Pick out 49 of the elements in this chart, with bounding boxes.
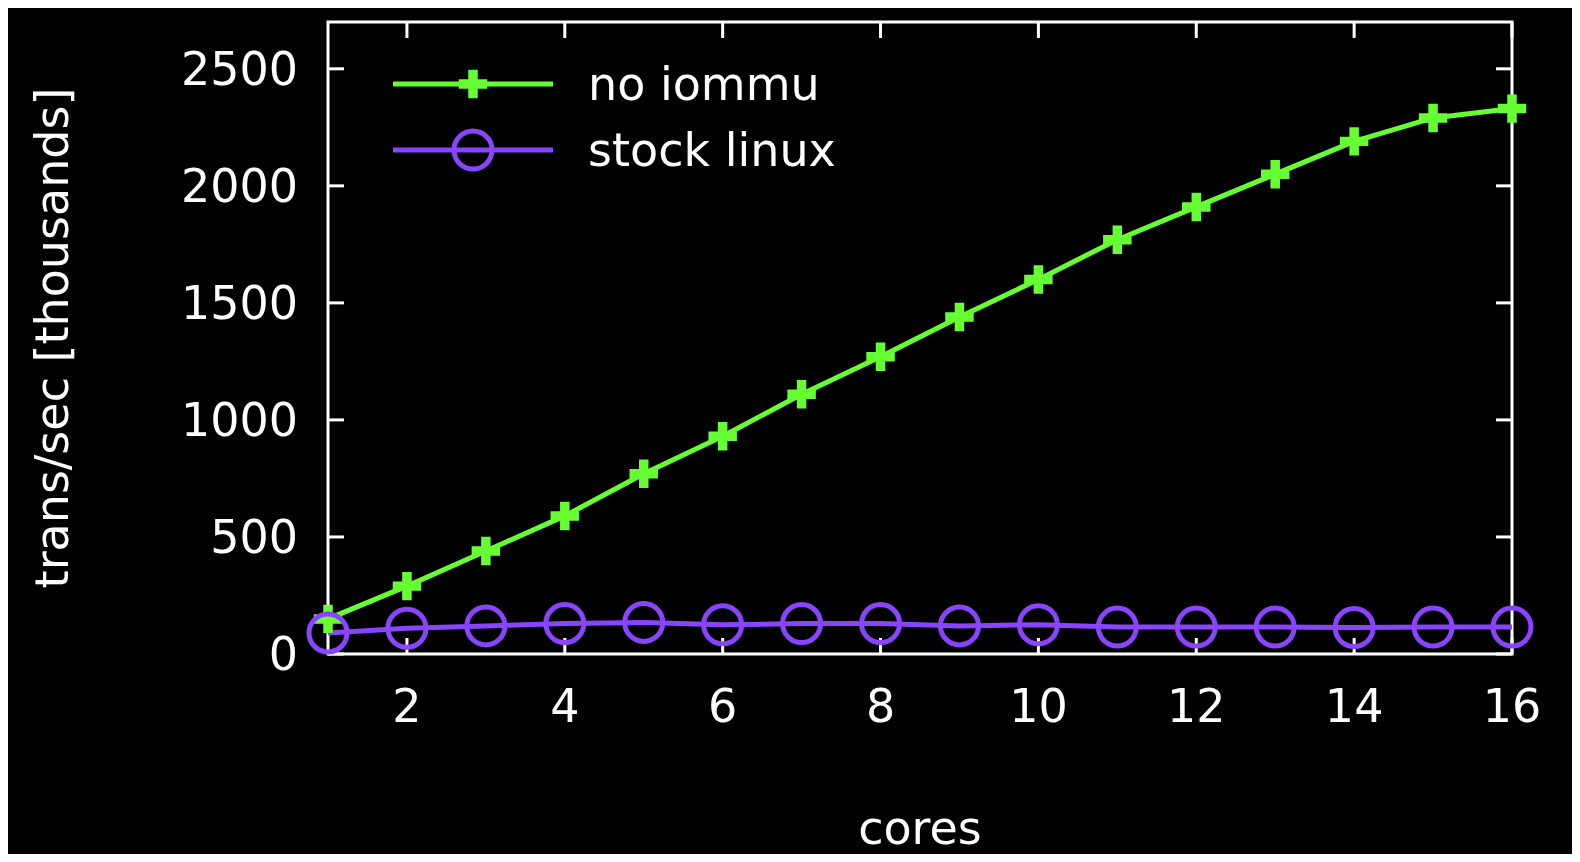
point	[471, 536, 501, 566]
point	[780, 602, 824, 646]
y-tick-label: 0	[268, 627, 298, 682]
y-tick-label: 1000	[180, 393, 298, 448]
point	[464, 604, 508, 648]
point	[1103, 225, 1132, 254]
y-tick-label: 500	[210, 510, 298, 565]
y-tick-label: 1500	[180, 275, 298, 330]
point	[866, 342, 895, 371]
x-tick-label: 10	[1009, 679, 1068, 733]
point	[708, 422, 737, 451]
x-tick-label: 4	[550, 679, 580, 733]
x-tick-label: 14	[1324, 679, 1384, 733]
point	[945, 302, 974, 332]
legend-label: stock linux	[588, 123, 836, 178]
point	[1016, 603, 1060, 647]
y-axis-title: trans/sec [thousands]	[25, 87, 79, 589]
point	[1174, 605, 1218, 649]
point	[1497, 94, 1527, 123]
x-tick-label: 8	[865, 679, 896, 733]
point	[543, 602, 587, 646]
point	[1095, 605, 1139, 649]
point	[859, 602, 903, 646]
x-axis-title: cores	[858, 801, 982, 855]
point	[385, 606, 429, 650]
y-tick-label: 2500	[180, 41, 298, 96]
point	[306, 611, 350, 655]
x-tick-label: 6	[708, 679, 738, 733]
point	[1182, 192, 1211, 222]
point	[1260, 159, 1290, 189]
point	[392, 571, 422, 601]
point	[1490, 605, 1534, 649]
point	[1339, 127, 1369, 156]
point	[701, 603, 745, 647]
y-tick-label: 2000	[180, 158, 298, 213]
x-tick-label: 16	[1482, 679, 1542, 733]
point	[629, 459, 658, 488]
x-tick-label: 2	[392, 679, 422, 733]
point	[550, 501, 580, 531]
legend-label: no iommu	[588, 57, 820, 112]
point	[1418, 103, 1448, 133]
point	[1024, 265, 1053, 294]
point	[1253, 605, 1297, 649]
point	[622, 600, 666, 644]
point	[1332, 606, 1376, 650]
x-tick-label: 12	[1166, 679, 1226, 733]
point	[937, 604, 981, 648]
point	[1411, 605, 1455, 649]
point	[787, 379, 816, 409]
